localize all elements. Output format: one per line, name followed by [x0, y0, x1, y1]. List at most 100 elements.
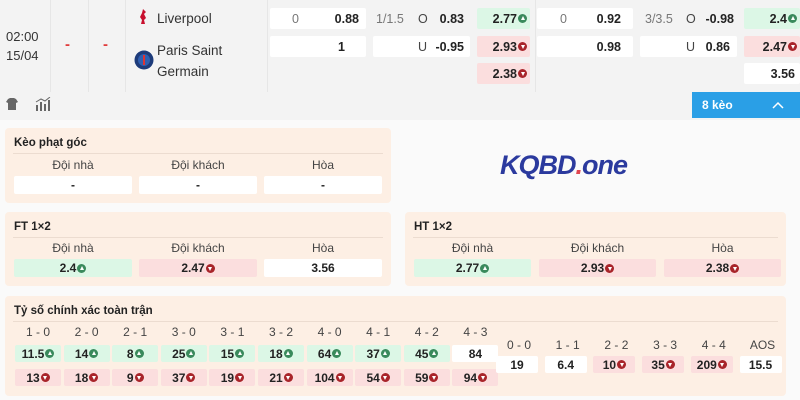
- ht-handicap-home[interactable]: 0 0.92: [537, 8, 633, 29]
- odds: 3.56: [770, 66, 795, 81]
- odds-cell[interactable]: 19: [496, 356, 538, 373]
- col-label: Hòa: [311, 158, 334, 172]
- odds: 0.92: [596, 11, 621, 26]
- arrow-up-icon: [45, 349, 55, 358]
- odds-cell[interactable]: 64: [306, 345, 353, 362]
- ft-over[interactable]: 1/1.5 O 0.83: [373, 8, 470, 29]
- col-label: Hòa: [311, 241, 334, 255]
- arrow-up-icon: [283, 349, 293, 358]
- odds: 2.38: [492, 66, 517, 81]
- logo-text: KQBD: [500, 150, 576, 180]
- odds-cell[interactable]: 8: [112, 345, 159, 362]
- odds-cell[interactable]: 3.56: [264, 259, 382, 277]
- odds-cell[interactable]: 104: [306, 369, 353, 386]
- more-odds-button[interactable]: 8 kèo: [692, 92, 800, 118]
- divider: [13, 321, 778, 322]
- odds-cell[interactable]: 2.93: [539, 259, 656, 277]
- home-score: -: [65, 36, 70, 53]
- ft-1x2-draw[interactable]: 2.38: [477, 63, 530, 84]
- odds: 0.88: [334, 11, 359, 26]
- odds-cell[interactable]: 14: [63, 345, 110, 362]
- ht-1x2-home[interactable]: 2.4: [744, 8, 800, 29]
- divider: [125, 0, 126, 92]
- ft-1x2-away[interactable]: 2.93: [477, 36, 530, 57]
- odds-value: 2.47: [181, 261, 205, 275]
- odds-cell[interactable]: 11.5: [15, 345, 61, 362]
- card-title: HT 1×2: [414, 221, 453, 233]
- arrow-up-icon: [235, 349, 245, 358]
- logo-dot: .: [575, 150, 583, 180]
- score-label: 4 - 4: [701, 338, 726, 352]
- stats-icon[interactable]: [35, 97, 51, 111]
- ht-handicap-away[interactable]: 0.98: [537, 36, 633, 57]
- odds-cell[interactable]: -: [14, 176, 132, 194]
- odds-cell[interactable]: 2.77: [414, 259, 531, 277]
- odds-cell[interactable]: 59: [403, 369, 450, 386]
- odds-cell[interactable]: 13: [15, 369, 61, 386]
- odds-cell[interactable]: 10: [593, 356, 636, 373]
- odds-value: 2.38: [705, 261, 730, 275]
- odds-cell[interactable]: 18: [258, 345, 304, 362]
- logo-text: one: [582, 150, 628, 180]
- score-label: 2 - 0: [74, 325, 99, 339]
- odds-value: 10: [602, 357, 617, 372]
- odds-cell[interactable]: 45: [403, 345, 450, 362]
- odds-cell[interactable]: 37: [355, 345, 402, 362]
- more-odds-label: 8 kèo: [702, 98, 733, 112]
- ft-under[interactable]: U -0.95: [373, 36, 470, 57]
- arrow-down-icon: [235, 373, 245, 382]
- match-row: 02:00 15/04 - - Liverpool Paris Saint Ger…: [0, 0, 800, 92]
- arrow-up-icon: [480, 263, 490, 273]
- divider: [13, 237, 383, 238]
- odds-value: 104: [314, 370, 335, 385]
- arrow-down-icon: [283, 373, 293, 382]
- arrow-down-icon: [518, 42, 527, 51]
- arrow-down-icon: [40, 373, 50, 382]
- col-label: Đội khách: [171, 241, 225, 255]
- odds-cell[interactable]: 94: [452, 369, 499, 386]
- odds-cell[interactable]: 15.5: [739, 356, 782, 373]
- ft-handicap-home[interactable]: 0 0.88: [270, 8, 366, 29]
- odds-cell[interactable]: -: [139, 176, 257, 194]
- arrow-down-icon: [335, 373, 345, 382]
- psg-crest-icon: [134, 50, 154, 70]
- arrow-down-icon: [617, 360, 627, 369]
- odds-cell[interactable]: 209: [690, 356, 733, 373]
- score-label: 0 - 0: [506, 338, 531, 352]
- arrow-down-icon: [665, 360, 675, 369]
- odds-value: 37: [366, 346, 380, 361]
- odds-cell[interactable]: 2.4: [14, 259, 132, 277]
- odds-cell[interactable]: 84: [452, 345, 499, 362]
- odds-cell[interactable]: 19: [209, 369, 256, 386]
- odds-cell[interactable]: 9: [112, 369, 159, 386]
- odds-cell[interactable]: 6.4: [544, 356, 587, 373]
- odds-cell[interactable]: 2.38: [664, 259, 781, 277]
- odds-cell[interactable]: 2.47: [139, 259, 257, 277]
- odds-value: 9: [126, 370, 134, 385]
- odds-cell[interactable]: -: [264, 176, 382, 194]
- under-label: U: [686, 39, 696, 54]
- odds-cell[interactable]: 37: [160, 369, 207, 386]
- ht-over[interactable]: 3/3.5 O -0.98: [640, 8, 737, 29]
- ht-1x2-away[interactable]: 2.47: [744, 36, 800, 57]
- chevron-up-icon: [772, 101, 784, 109]
- odds-value: 2.77: [455, 261, 480, 275]
- odds-cell[interactable]: 25: [160, 345, 207, 362]
- away-team-name[interactable]: Paris Saint Germain: [157, 43, 223, 79]
- ht-under[interactable]: U 0.86: [640, 36, 737, 57]
- odds-cell[interactable]: 18: [63, 369, 110, 386]
- arrow-up-icon: [134, 349, 144, 358]
- home-team-name[interactable]: Liverpool: [157, 11, 212, 26]
- odds-cell[interactable]: 35: [642, 356, 685, 373]
- shirt-icon[interactable]: [5, 97, 19, 111]
- ht-1x2-draw[interactable]: 3.56: [744, 63, 800, 84]
- ft-1x2-card: FT 1×2 Đội nhà 2.4 Đội khách 2.47 Hòa 3.56: [5, 212, 391, 286]
- odds-cell[interactable]: 54: [355, 369, 402, 386]
- ft-1x2-home[interactable]: 2.77: [477, 8, 530, 29]
- ou-line: 3/3.5: [645, 11, 673, 26]
- divider: [88, 0, 89, 92]
- odds-cell[interactable]: 21: [258, 369, 304, 386]
- odds-cell[interactable]: 15: [209, 345, 256, 362]
- odds-value: 14: [74, 346, 89, 361]
- ft-handicap-away[interactable]: 1: [270, 36, 366, 57]
